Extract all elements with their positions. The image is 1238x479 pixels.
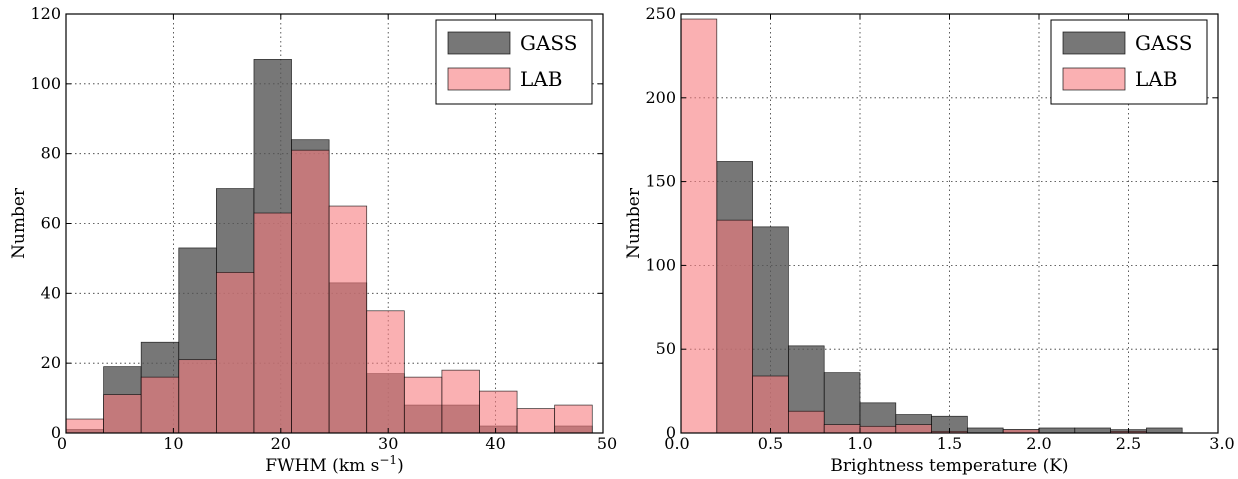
x-axis-label-main: Brightness temperature (K): [830, 456, 1068, 476]
legend-label-lab: LAB: [520, 67, 562, 91]
bar-gass: [1146, 427, 1183, 434]
x-axis-label: Brightness temperature (K): [830, 456, 1068, 476]
x-tick-label: 3.0: [1209, 434, 1234, 453]
bar-gass: [823, 372, 861, 434]
bar-lab: [680, 18, 718, 434]
legend-swatch-gass: [447, 31, 511, 55]
y-tick-label: 250: [645, 4, 676, 23]
x-tick-label: 0: [57, 434, 67, 453]
x-tick-label: 50: [597, 434, 617, 453]
series-lab: [680, 18, 1147, 434]
x-tick-label: 0.5: [758, 434, 783, 453]
bar-gass: [967, 427, 1004, 434]
x-axis-label-suffix: ): [397, 456, 404, 476]
bar-lab: [328, 205, 368, 434]
y-tick-label: 200: [645, 88, 676, 107]
bar-gass: [1038, 427, 1076, 434]
y-tick-label: 100: [30, 74, 61, 93]
bar-lab: [554, 404, 593, 434]
x-tick-label: 10: [163, 434, 183, 453]
brightness-histogram-panel: 0.0 0.5 1.0 1.5 2.0 2.5 3.0 0 50 100 150 200 250 Brig…: [624, 4, 1235, 476]
y-tick-label: 0: [51, 423, 61, 442]
bar-lab: [178, 359, 217, 434]
bar-gass: [1074, 427, 1111, 434]
bar-lab: [366, 310, 405, 434]
y-tick-label: 40: [41, 283, 61, 302]
legend-swatch-lab: [447, 67, 511, 91]
bar-lab: [403, 376, 443, 434]
bar-lab: [716, 219, 753, 434]
bar-lab: [752, 375, 789, 434]
bar-lab: [291, 149, 330, 434]
y-tick-label: 100: [645, 255, 676, 274]
series-lab: [65, 149, 593, 434]
legend-swatch-lab: [1062, 67, 1126, 91]
bar-lab: [788, 410, 825, 434]
legend-swatch-gass: [1062, 31, 1126, 55]
y-tick-label: 150: [645, 172, 676, 191]
legend-label-gass: GASS: [1135, 31, 1192, 55]
bar-lab: [479, 390, 518, 434]
bar-lab: [216, 272, 255, 434]
x-axis-label: FWHM (km s−1): [265, 453, 403, 476]
bar-lab: [140, 376, 180, 434]
bar-lab: [823, 424, 861, 434]
bar-lab: [895, 424, 932, 434]
y-tick-label: 80: [41, 144, 61, 163]
x-tick-label: 20: [271, 434, 291, 453]
y-tick-label: 0: [666, 423, 676, 442]
x-tick-label: 0.0: [664, 434, 689, 453]
x-tick-label: 2.0: [1026, 434, 1051, 453]
y-tick-label: 20: [41, 353, 61, 372]
legend-label-lab: LAB: [1135, 67, 1177, 91]
x-tick-label: 2.5: [1116, 434, 1141, 453]
legend-label-gass: GASS: [520, 31, 577, 55]
bar-lab: [103, 394, 142, 434]
y-tick-label: 60: [41, 214, 61, 233]
bar-lab: [253, 212, 292, 434]
x-tick-label: 1.0: [847, 434, 872, 453]
bar-lab: [859, 425, 897, 434]
bar-lab: [441, 369, 480, 434]
x-tick-label: 1.5: [937, 434, 962, 453]
x-axis-label-superscript: −1: [379, 453, 397, 467]
bar-lab: [516, 408, 556, 434]
bar-lab: [65, 418, 104, 434]
x-axis-label-main: FWHM (km s: [265, 456, 379, 476]
legend: GASS LAB: [1050, 19, 1208, 105]
x-tick-label: 40: [485, 434, 505, 453]
y-tick-label: 50: [656, 339, 676, 358]
y-axis-label: Number: [9, 187, 29, 259]
y-axis-label: Number: [624, 187, 644, 259]
fwhm-histogram-panel: 0 10 20 30 40 50 0 20 40 60 80 100 120 FWHM (km s−1) N…: [9, 4, 617, 476]
legend: GASS LAB: [435, 19, 593, 105]
y-tick-label: 120: [30, 4, 61, 23]
x-tick-label: 30: [378, 434, 398, 453]
